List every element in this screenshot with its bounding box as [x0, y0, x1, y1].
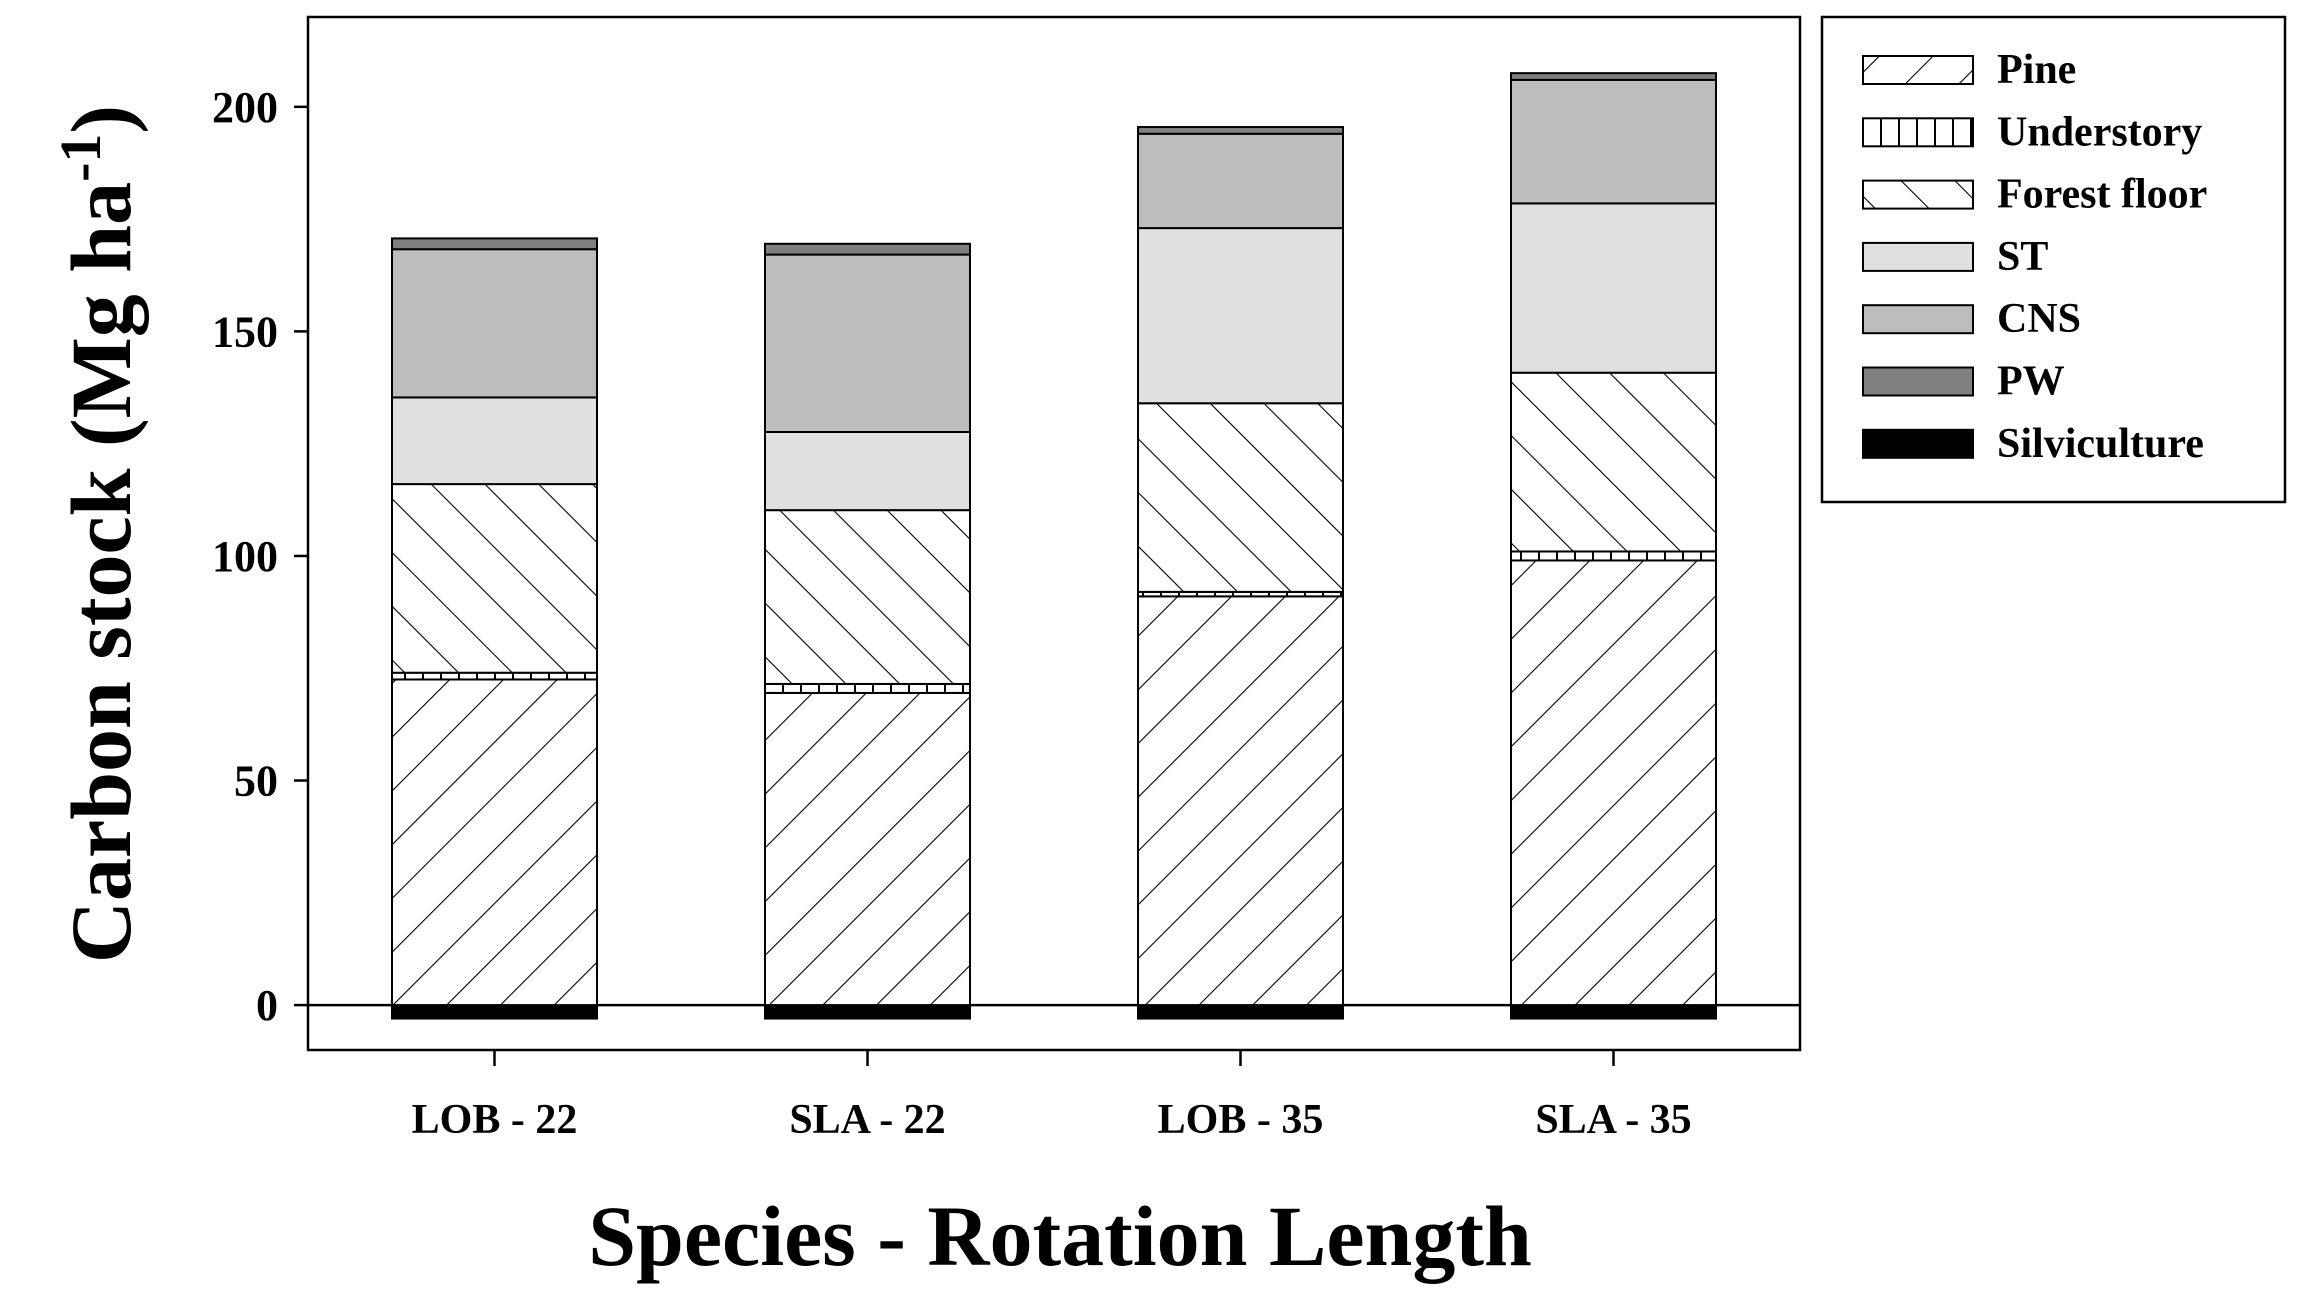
legend-swatch-forest-floor — [1862, 179, 1974, 210]
bar-segment-forest-floor-lob-22 — [391, 483, 598, 674]
y-axis-title-close: ) — [53, 105, 149, 134]
bar-segment-silviculture-sla-22 — [764, 1004, 971, 1020]
bar-segment-pw-lob-22 — [391, 237, 598, 251]
legend-swatch-silviculture — [1862, 428, 1974, 459]
bar-segment-pine-lob-35 — [1137, 595, 1344, 1007]
bar-segment-pw-lob-35 — [1137, 126, 1344, 135]
x-axis-title: Species - Rotation Length — [588, 1188, 1532, 1284]
bar-segment-forest-floor-sla-35 — [1510, 371, 1717, 553]
legend-swatch-cns — [1862, 304, 1974, 335]
legend: Pine Understory Forest floor ST CNS PW Silvicu… — [1820, 15, 2287, 504]
y-axis-title-superscript: -1 — [48, 134, 113, 182]
legend-label-pw: PW — [1997, 359, 2065, 405]
legend-label-pine: Pine — [1997, 47, 2076, 93]
bar-segment-cns-lob-22 — [391, 248, 598, 399]
y-axis: 0 50 100 150 200 — [212, 83, 308, 1030]
bars-group — [391, 72, 1717, 1020]
bar-segment-pine-sla-22 — [764, 691, 971, 1007]
bar-segment-understory-sla-35 — [1510, 550, 1717, 562]
bar-segment-st-lob-35 — [1137, 227, 1344, 405]
y-tick-label: 100 — [212, 532, 278, 581]
legend-label-forest-floor: Forest floor — [1997, 172, 2207, 218]
bar-segment-st-sla-22 — [764, 430, 971, 512]
x-tick-label: SLA - 22 — [789, 1097, 945, 1143]
plot-frame — [306, 15, 1802, 1052]
legend-label-cns: CNS — [1997, 296, 2081, 342]
y-tick-label: 0 — [256, 981, 278, 1030]
legend-swatch-pine — [1862, 55, 1974, 85]
legend-swatch-pw — [1862, 366, 1974, 397]
bar-segment-pine-lob-22 — [391, 678, 598, 1007]
legend-swatch-understory — [1862, 117, 1974, 148]
bar-segment-st-sla-35 — [1510, 202, 1717, 374]
bar-segment-st-lob-22 — [391, 396, 598, 486]
x-axis: LOB - 22 SLA - 22 LOB - 35 SLA - 35 — [412, 1050, 1692, 1143]
bar-segment-silviculture-lob-35 — [1137, 1004, 1344, 1020]
x-tick-label: LOB - 22 — [412, 1097, 578, 1143]
y-axis-title: Carbon stock (Mg ha-1) — [48, 105, 149, 963]
bar-segment-pine-sla-35 — [1510, 559, 1717, 1007]
y-tick-label: 50 — [234, 757, 278, 806]
y-tick-label: 200 — [212, 83, 278, 132]
bar-segment-cns-sla-35 — [1510, 78, 1717, 205]
legend-label-understory: Understory — [1997, 109, 2202, 155]
bar-segment-cns-sla-22 — [764, 253, 971, 433]
x-tick-label: LOB - 35 — [1158, 1097, 1324, 1143]
bar-segment-cns-lob-35 — [1137, 132, 1344, 230]
y-tick-label: 150 — [212, 307, 278, 356]
bar-segment-understory-lob-22 — [391, 671, 598, 681]
bar-segment-silviculture-sla-35 — [1510, 1004, 1717, 1020]
legend-label-silviculture: Silviculture — [1997, 421, 2204, 467]
legend-label-st: ST — [1997, 234, 2048, 280]
bar-segment-forest-floor-lob-35 — [1137, 402, 1344, 593]
bar-segment-forest-floor-sla-22 — [764, 509, 971, 685]
bar-segment-silviculture-lob-22 — [391, 1004, 598, 1020]
bar-segment-pw-sla-35 — [1510, 72, 1717, 81]
bar-segment-understory-sla-22 — [764, 682, 971, 694]
legend-swatch-st — [1862, 241, 1974, 272]
x-tick-label: SLA - 35 — [1535, 1097, 1691, 1143]
bar-segment-pw-sla-22 — [764, 242, 971, 256]
